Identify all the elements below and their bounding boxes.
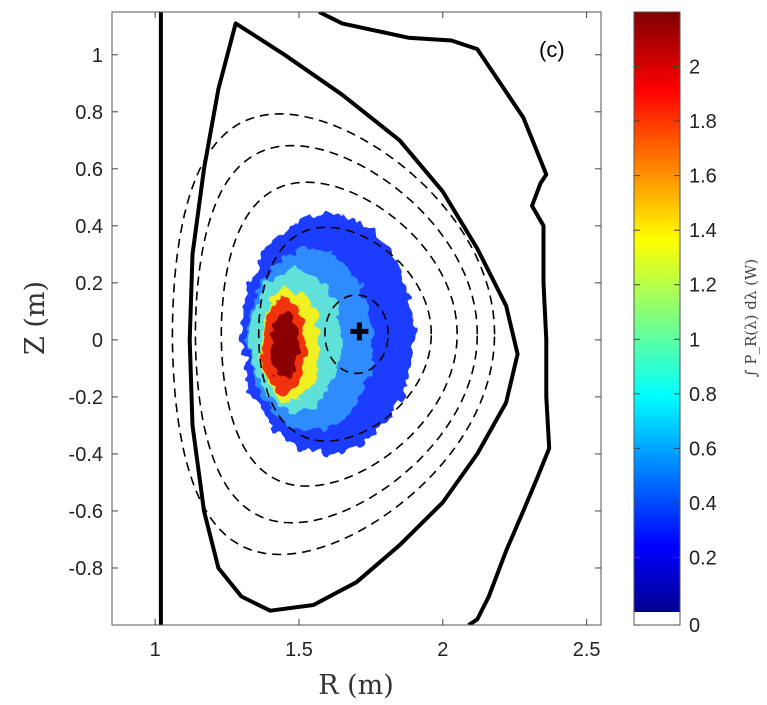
flux-surface-3	[220, 181, 458, 487]
y-tick-label: -0.2	[69, 387, 103, 409]
colorbar-tick-label: 1.4	[689, 220, 717, 242]
emission-map	[241, 214, 415, 454]
colorbar-gradient	[634, 12, 680, 612]
y-axis-title: Z (m)	[20, 281, 51, 355]
y-tick-label: 0.4	[75, 216, 103, 238]
y-tick-label: 0.6	[75, 159, 103, 181]
colorbar-tick-label: 0	[689, 615, 700, 637]
x-axis-title: R (m)	[318, 670, 394, 701]
y-tick-label: 0.2	[75, 273, 103, 295]
y-axis: 1 0.8 0.6 0.4 0.2 0 -0.2 -0.4 -0.6 -0.8	[69, 45, 601, 580]
plot-frame	[111, 11, 602, 626]
plasma-boundary	[187, 21, 520, 613]
plot-area: 1 1.5 2 2.5 10.80.60.40.20-0.2-0.4-0.6-0.8 …	[20, 11, 602, 701]
colorbar-tick-label: 2	[689, 57, 700, 79]
flux-surface-4	[194, 144, 479, 524]
y-tick-label: 0.8	[75, 102, 103, 124]
colorbar-tick-label: 0.6	[689, 438, 717, 460]
magnetic-axis-marker	[350, 322, 369, 341]
panel-label: (c)	[539, 37, 565, 62]
y-tick-label: -0.4	[69, 444, 103, 466]
colorbar-tick-label: 1	[689, 329, 700, 351]
colorbar-title: ∫ P_R(λ) dλ (W)	[742, 259, 760, 377]
x-axis: 1 1.5 2 2.5	[150, 12, 601, 661]
y-tick-label: 0	[92, 330, 103, 352]
outer-wall	[318, 12, 552, 625]
emission-peak	[270, 311, 299, 380]
colorbar-zero-swatch	[634, 612, 680, 625]
x-tick-label: 1.5	[285, 639, 313, 661]
colorbar-tick-label: 1.8	[689, 111, 717, 133]
x-tick-label: 1	[150, 639, 161, 661]
colorbar: 2 1.8 1.6 1.4 1.2 1 0.8 0.6 0.4 0.2 0 ∫ P_R(λ) dλ …	[633, 11, 760, 637]
y-tick-label: -0.6	[69, 501, 103, 523]
flux-surface-5	[171, 112, 496, 556]
curves-layer	[158, 12, 552, 625]
y-tick-label: -0.8	[69, 558, 103, 580]
colorbar-tick-label: 0.8	[689, 384, 717, 406]
flux-surface-2	[257, 226, 433, 442]
flux-surface-1	[324, 294, 389, 375]
colorbar-frame	[633, 11, 681, 626]
y-tick-label: 1	[92, 45, 103, 67]
colorbar-ticks: 2 1.8 1.6 1.4 1.2 1 0.8 0.6 0.4 0.2 0	[634, 57, 717, 637]
colorbar-tick-label: 0.2	[689, 547, 717, 569]
x-tick-label: 2.5	[573, 639, 601, 661]
x-tick-label: 2	[437, 639, 448, 661]
colorbar-tick-label: 1.6	[689, 166, 717, 188]
colorbar-tick-label: 1.2	[689, 275, 717, 297]
colorbar-tick-label: 0.4	[689, 493, 717, 515]
